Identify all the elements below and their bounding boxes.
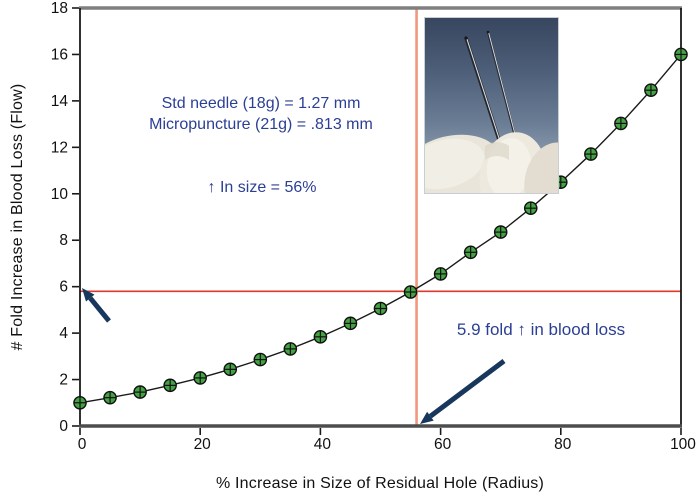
x-tick-label: 20: [194, 436, 212, 453]
x-tick-label: 0: [78, 436, 87, 453]
arrow-to-5.9-on-y-axis-head: [82, 288, 95, 302]
x-tick-label: 60: [434, 436, 452, 453]
x-tick-label: 100: [670, 436, 696, 453]
needles-photo-inset: [424, 17, 559, 194]
x-tick-label: 80: [554, 436, 572, 453]
needles-photo-drawing: [425, 30, 558, 193]
y-tick-label: 2: [59, 372, 68, 389]
y-tick-label: 8: [59, 232, 68, 249]
needle-21g-icon: [486, 30, 518, 141]
y-tick-label: 18: [51, 0, 68, 17]
micropuncture-text: Micropuncture (21g) = .813 mm: [149, 116, 373, 133]
y-axis-title: # Fold Increase in Blood Loss (Flow): [9, 83, 26, 351]
needle-size-annotation: Std needle (18g) = 1.27 mm Micropuncture…: [149, 93, 373, 135]
arrow-to-56-on-x-axis: [428, 359, 506, 419]
gloved-hand-icon: [425, 132, 558, 193]
y-tick-label: 0: [59, 418, 68, 435]
y-tick-label: 6: [59, 279, 68, 296]
y-tick-label: 10: [51, 186, 69, 203]
x-axis-title: % Increase in Size of Residual Hole (Rad…: [215, 475, 545, 492]
blood-loss-annotation: 5.9 fold ↑ in blood loss: [456, 320, 626, 339]
y-tick-label: 4: [59, 325, 68, 342]
arrow-to-5.9-on-y-axis: [88, 296, 111, 323]
y-tick-label: 12: [51, 139, 68, 156]
needle-18g-icon: [464, 36, 501, 141]
y-tick-label: 14: [51, 93, 69, 110]
y-tick-label: 16: [51, 46, 68, 63]
size-increase-annotation: ↑ In size = 56%: [207, 179, 317, 196]
x-tick-label: 40: [314, 436, 332, 453]
std-needle-text: Std needle (18g) = 1.27 mm: [161, 95, 361, 112]
arrow-to-56-on-x-axis-head: [420, 411, 434, 424]
